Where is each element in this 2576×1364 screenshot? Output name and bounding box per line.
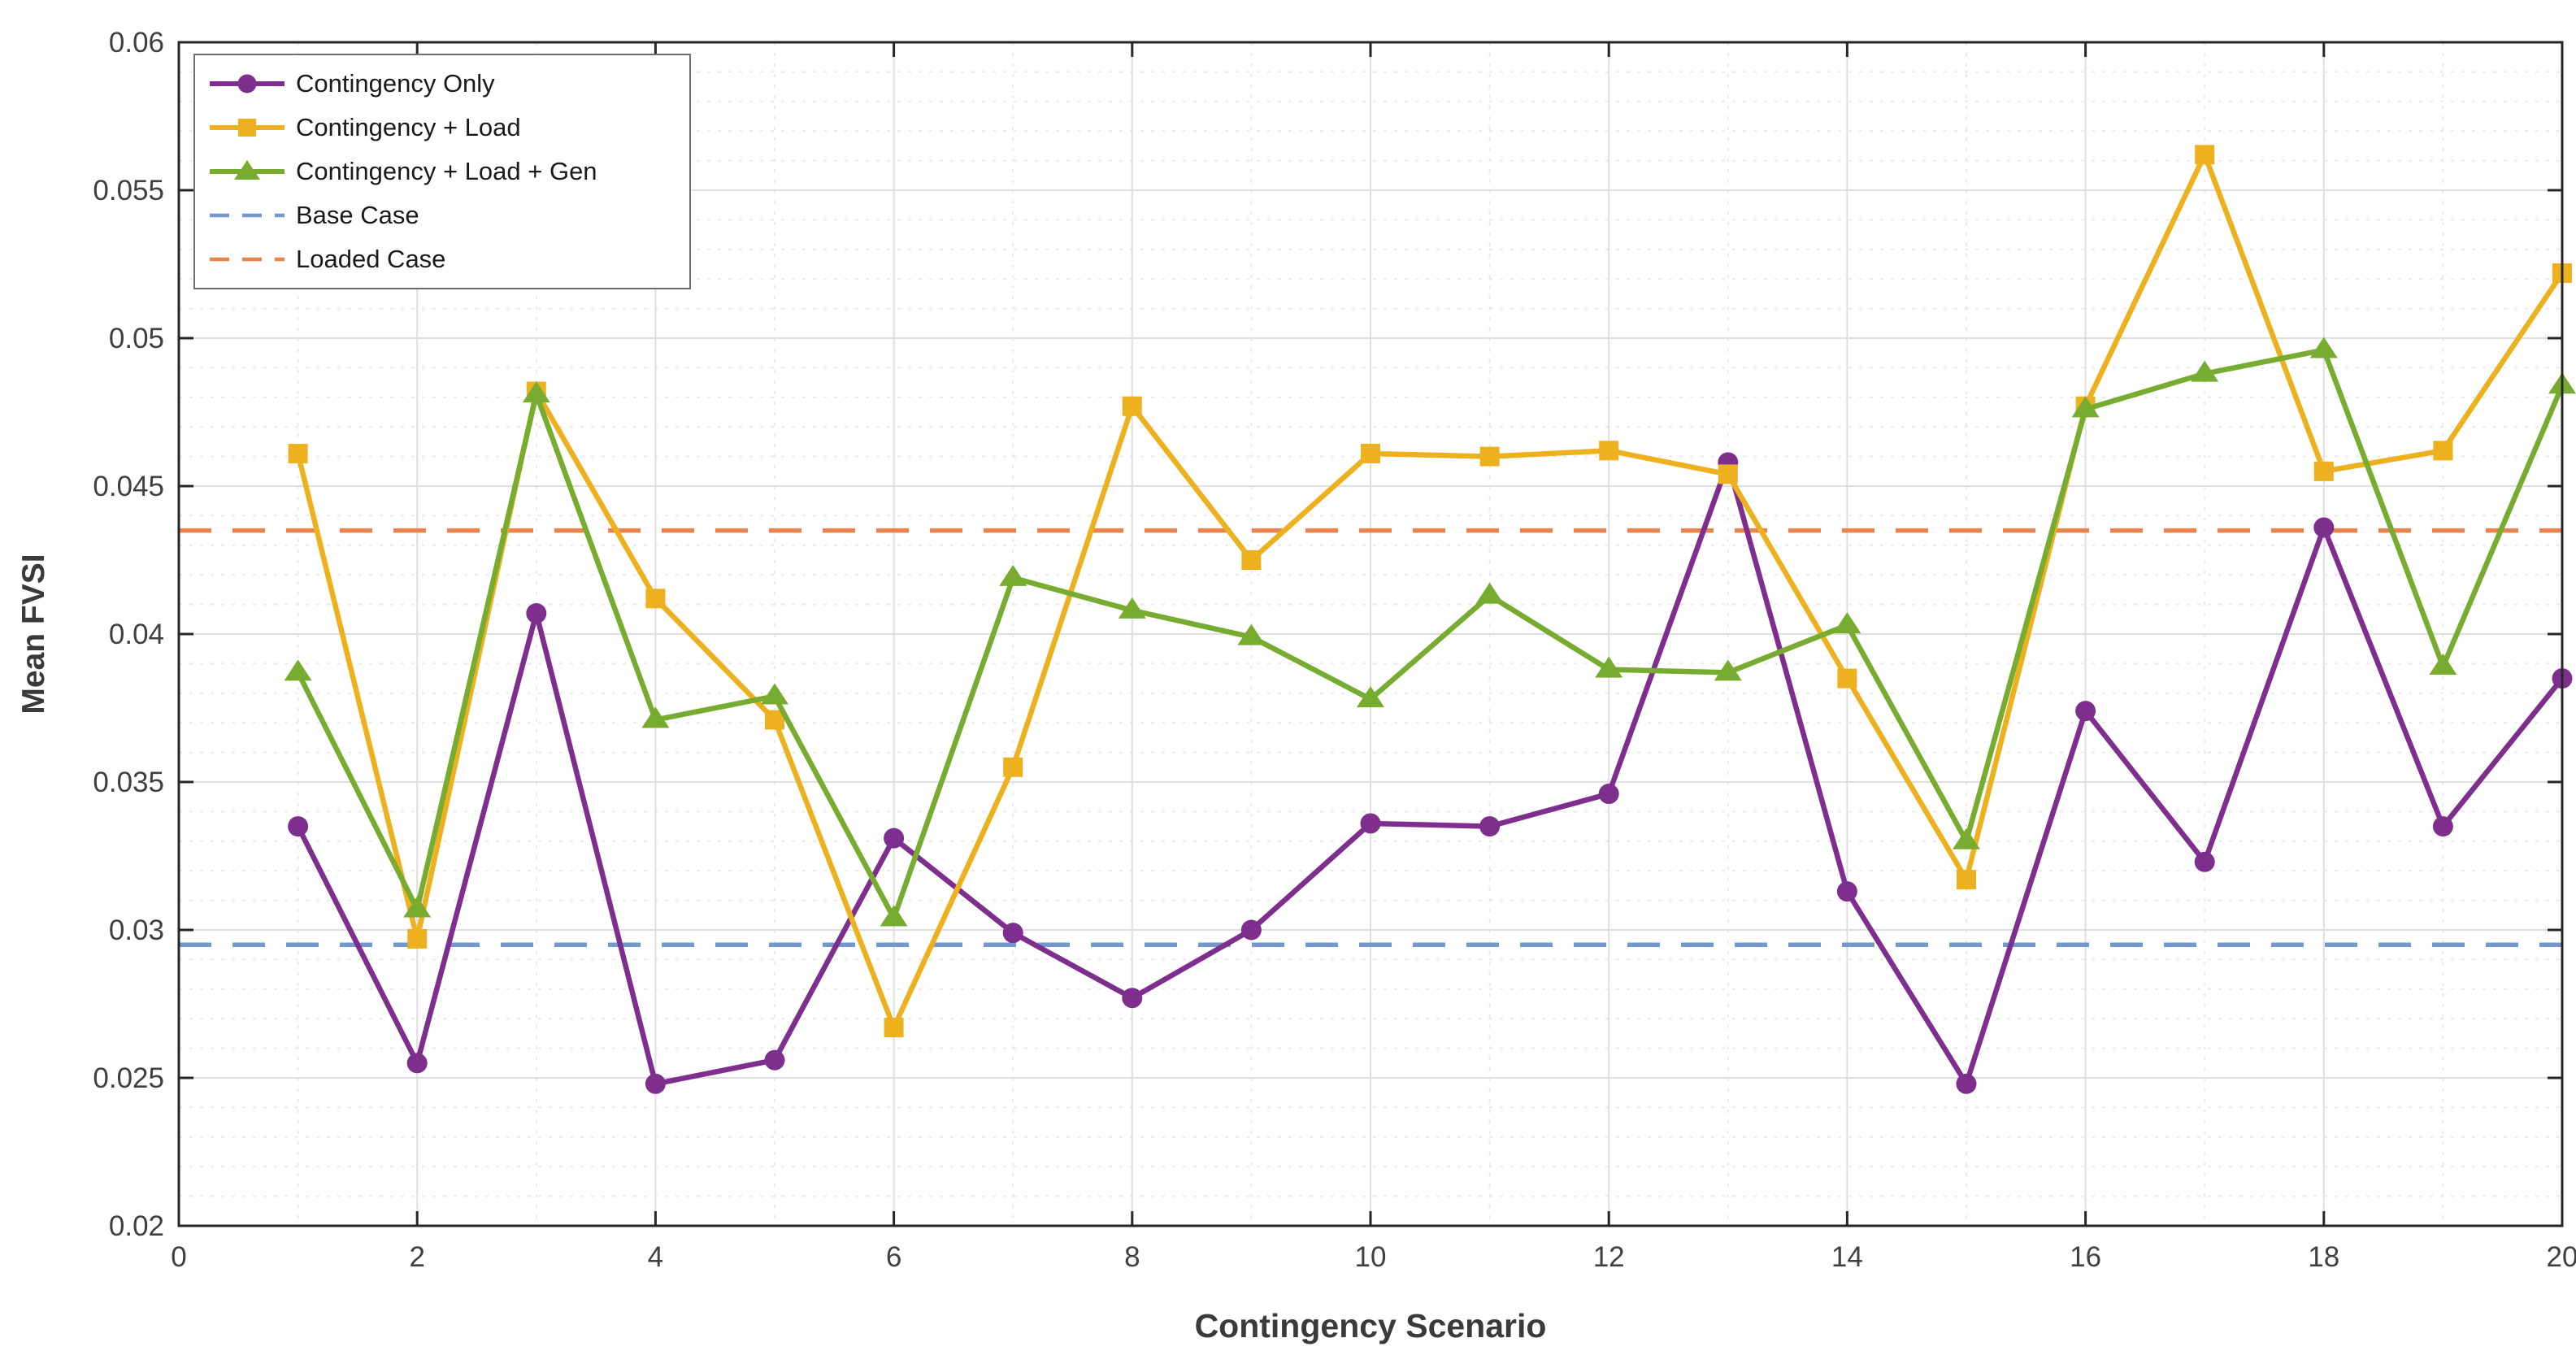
x-tick-label: 16 xyxy=(2070,1241,2101,1273)
data-point-triangle xyxy=(641,706,670,728)
series-line xyxy=(295,152,2565,1031)
data-point-circle xyxy=(1002,923,1023,944)
data-point-circle xyxy=(526,603,547,624)
data-point-circle xyxy=(406,1053,428,1074)
legend-line-marker-swatch xyxy=(210,74,285,93)
legend: Contingency Only Contingency + Load Contin… xyxy=(193,54,691,289)
legend-item: Contingency + Load xyxy=(206,106,689,150)
data-point-triangle xyxy=(880,905,908,927)
x-tick-label: 20 xyxy=(2547,1241,2576,1273)
data-point-triangle xyxy=(1714,659,1742,681)
data-point-circle xyxy=(2194,851,2215,872)
y-tick-label: 0.02 xyxy=(109,1210,164,1242)
data-point-square xyxy=(1122,396,1142,416)
series-line xyxy=(295,459,2565,1087)
legend-item-label: Contingency + Load + Gen xyxy=(296,157,597,185)
legend-item: Loaded Case xyxy=(206,237,689,281)
data-point-circle xyxy=(1956,1073,1977,1094)
legend-item-label: Contingency Only xyxy=(296,69,495,98)
data-point-square xyxy=(1241,550,1262,570)
data-point-square xyxy=(2313,461,2334,481)
data-point-triangle xyxy=(1118,597,1146,619)
x-tick-label: 2 xyxy=(409,1241,424,1273)
data-point-circle xyxy=(764,1049,785,1071)
data-point-triangle xyxy=(403,896,432,918)
data-point-triangle xyxy=(2309,337,2338,358)
data-point-triangle xyxy=(1357,686,1384,708)
x-tick-label: 18 xyxy=(2308,1241,2339,1273)
data-point-circle xyxy=(1836,881,1857,902)
legend-item: Contingency Only xyxy=(206,62,689,106)
y-tick-label: 0.045 xyxy=(93,471,164,502)
data-point-square xyxy=(2433,441,2453,461)
data-point-triangle xyxy=(1237,623,1266,645)
x-tick-label: 10 xyxy=(1355,1241,1387,1273)
data-point-triangle xyxy=(761,683,788,705)
data-point-square xyxy=(2195,145,2215,165)
data-point-circle xyxy=(1122,988,1143,1009)
data-point-triangle xyxy=(1475,582,1504,604)
x-tick-label: 12 xyxy=(1593,1241,1625,1273)
legend-item: Base Case xyxy=(206,193,689,237)
data-point-triangle xyxy=(2191,360,2219,382)
data-point-square xyxy=(1003,757,1023,777)
data-point-circle xyxy=(1598,784,1619,805)
data-point-square xyxy=(1837,668,1857,689)
data-point-triangle xyxy=(999,564,1027,586)
data-point-square xyxy=(1718,464,1738,484)
legend-item-label: Loaded Case xyxy=(296,245,446,273)
y-axis-label: Mean FVSI xyxy=(16,554,51,715)
legend-line-marker-swatch xyxy=(210,119,285,137)
data-point-triangle xyxy=(1953,828,1980,849)
y-tick-label: 0.025 xyxy=(93,1062,164,1094)
data-point-square xyxy=(407,928,428,949)
x-axis-label: Contingency Scenario xyxy=(1194,1307,1547,1344)
data-point-triangle xyxy=(1833,612,1861,634)
data-point-circle xyxy=(645,1073,666,1094)
x-tick-label: 4 xyxy=(648,1241,663,1273)
data-point-square xyxy=(288,443,308,463)
data-point-circle xyxy=(2432,816,2453,837)
data-point-square xyxy=(645,589,666,609)
data-point-circle xyxy=(2313,517,2335,538)
data-point-square xyxy=(1957,870,1976,890)
x-tick-label: 14 xyxy=(1831,1241,1863,1273)
data-point-circle xyxy=(1240,919,1262,940)
data-point-triangle xyxy=(284,659,312,681)
y-tick-label: 0.035 xyxy=(93,767,164,798)
legend-item-label: Base Case xyxy=(296,201,419,229)
data-point-triangle xyxy=(2429,654,2457,675)
data-point-circle xyxy=(1479,816,1501,837)
data-point-square xyxy=(1599,441,1619,461)
legend-item: Contingency + Load + Gen xyxy=(206,150,689,193)
x-tick-label: 6 xyxy=(886,1241,901,1273)
y-tick-label: 0.03 xyxy=(109,914,164,946)
data-point-circle xyxy=(1360,813,1381,834)
legend-dashed-line-swatch xyxy=(210,257,285,262)
y-tick-label: 0.06 xyxy=(109,27,164,59)
legend-line-marker-swatch xyxy=(210,160,285,180)
x-tick-label: 0 xyxy=(171,1241,186,1273)
y-tick-label: 0.055 xyxy=(93,175,164,206)
series-line xyxy=(295,347,2565,921)
data-point-square xyxy=(1361,443,1380,463)
data-point-square xyxy=(1479,446,1500,467)
data-point-circle xyxy=(884,828,905,849)
legend-dashed-line-swatch xyxy=(210,213,285,218)
y-tick-label: 0.04 xyxy=(109,619,164,650)
y-tick-label: 0.05 xyxy=(109,323,164,354)
data-point-triangle xyxy=(522,381,550,403)
x-tick-label: 8 xyxy=(1124,1241,1140,1273)
data-point-triangle xyxy=(2071,396,2100,418)
legend-item-label: Contingency + Load xyxy=(296,113,521,141)
data-point-triangle xyxy=(1595,656,1623,678)
data-point-circle xyxy=(288,816,309,837)
data-point-square xyxy=(884,1018,904,1038)
data-point-circle xyxy=(2075,701,2096,722)
